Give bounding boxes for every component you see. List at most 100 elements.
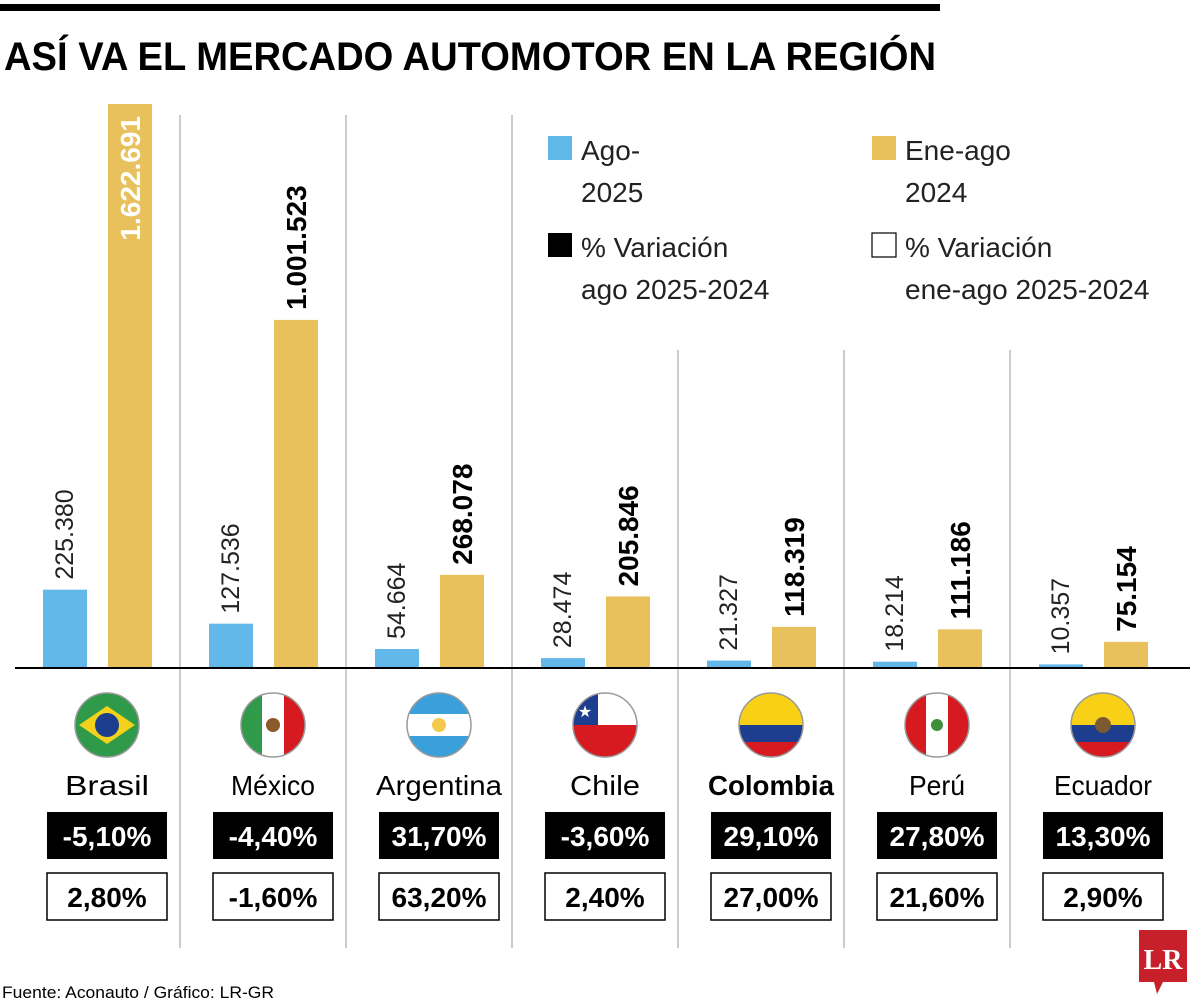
country-info-6: Ecuador 13,30% 2,90% (1042, 692, 1164, 921)
label-ago-2025: 28.474 (549, 572, 577, 649)
label-ene-ago-2024: 111.186 (945, 521, 976, 619)
bar-ago-2025 (209, 623, 253, 668)
country-info-5: Perú 27,80% 21,60% (876, 692, 998, 921)
country-group-1: 127.536 1.001.523 (209, 185, 318, 668)
country-name: Ecuador (1054, 770, 1152, 801)
country-name: Argentina (376, 770, 502, 801)
variation-aug-value: -5,10% (63, 821, 152, 852)
legend-label: Ago- (581, 135, 640, 166)
bar-ene-ago-2024 (606, 596, 650, 668)
variation-aug-box (379, 812, 499, 859)
label-ene-ago-2024: 1.001.523 (281, 185, 312, 310)
bar-ago-2025 (43, 589, 87, 668)
country-group-0: 225.380 1.622.691 (43, 104, 152, 668)
label-ago-2025: 18.214 (881, 575, 909, 652)
legend-item-0: Ago- 2025 (548, 135, 643, 208)
legend-item-3: % Variación ene-ago 2025-2024 (871, 232, 1149, 305)
bar-ago-2025 (375, 649, 419, 668)
variation-ytd-box (544, 872, 666, 921)
top-rule (0, 4, 940, 11)
variation-aug-value: -4,40% (229, 821, 318, 852)
flag-mxico-icon (241, 693, 305, 757)
bar-ago-2025 (541, 658, 585, 668)
chart-title: ASÍ VA EL MERCADO AUTOMOTOR EN LA REGIÓN (4, 33, 936, 79)
legend-swatch (871, 232, 897, 258)
label-ene-ago-2024: 1.622.691 (115, 116, 146, 241)
label-ago-2025: 10.357 (1047, 578, 1075, 654)
legend-label: 2024 (905, 177, 967, 208)
country-name: Brasil (65, 770, 149, 801)
legend-label: % Variación (905, 232, 1052, 263)
label-ago-2025: 21.327 (715, 574, 743, 650)
variation-ytd-box (46, 872, 168, 921)
country-group-4: 21.327 118.319 (707, 517, 816, 668)
country-info-1: México -4,40% -1,60% (212, 692, 334, 921)
variation-ytd-value: 2,90% (1063, 882, 1142, 913)
bar-ene-ago-2024 (1104, 641, 1148, 668)
bar-ene-ago-2024 (772, 626, 816, 668)
country-name: México (231, 770, 315, 801)
variation-aug-value: 13,30% (1056, 821, 1151, 852)
country-group-5: 18.214 111.186 (873, 521, 982, 668)
variation-aug-box (545, 812, 665, 859)
legend-item-1: Ene-ago 2024 (872, 135, 1011, 208)
legend-item-2: % Variación ago 2025-2024 (548, 232, 769, 305)
legend-label: ago 2025-2024 (581, 274, 769, 305)
svg-text:★: ★ (578, 704, 592, 721)
legend-label: Ene-ago (905, 135, 1011, 166)
variation-aug-value: 31,70% (392, 821, 487, 852)
variation-aug-value: -3,60% (561, 821, 650, 852)
variation-aug-box (213, 812, 333, 859)
variation-ytd-box (1042, 872, 1164, 921)
variation-ytd-value: 63,20% (392, 882, 487, 913)
label-ene-ago-2024: 118.319 (779, 517, 810, 617)
bar-ene-ago-2024 (440, 574, 484, 668)
label-ene-ago-2024: 75.154 (1111, 546, 1142, 632)
variation-ytd-value: 2,80% (67, 882, 146, 913)
legend-swatch (548, 233, 572, 257)
country-name: Colombia (708, 770, 834, 801)
country-name: Chile (570, 770, 640, 801)
bar-ene-ago-2024 (108, 104, 152, 668)
country-info-4: Colombia 29,10% 27,00% (708, 692, 834, 921)
variation-aug-box (1043, 812, 1163, 859)
variation-ytd-box (212, 872, 334, 921)
label-ago-2025: 225.380 (51, 489, 79, 579)
variation-ytd-value: 2,40% (565, 882, 644, 913)
legend-swatch (872, 136, 896, 160)
label-ago-2025: 54.664 (383, 562, 411, 639)
variation-aug-box (877, 812, 997, 859)
country-info-3: ★ Chile -3,60% 2,40% (544, 692, 666, 921)
variation-aug-value: 29,10% (724, 821, 819, 852)
label-ene-ago-2024: 268.078 (447, 464, 478, 565)
flag-argentina-icon (407, 693, 471, 757)
legend-swatch (548, 136, 572, 160)
country-group-6: 10.357 75.154 (1039, 546, 1148, 668)
legend-label: % Variación (581, 232, 728, 263)
flag-per-icon (905, 693, 969, 757)
country-info-2: Argentina 31,70% 63,20% (376, 692, 502, 921)
variation-ytd-box (710, 872, 832, 921)
bar-ene-ago-2024 (274, 319, 318, 668)
label-ene-ago-2024: 205.846 (613, 485, 644, 586)
svg-text:LR: LR (1144, 945, 1184, 976)
source-note: Fuente: Aconauto / Gráfico: LR-GR (2, 983, 274, 1002)
legend-label: 2025 (581, 177, 643, 208)
variation-ytd-box (876, 872, 998, 921)
variation-aug-box (47, 812, 167, 859)
legend-label: ene-ago 2025-2024 (905, 274, 1149, 305)
lr-logo: LR (1139, 930, 1187, 994)
country-group-2: 54.664 268.078 (375, 464, 484, 668)
variation-ytd-box (378, 872, 500, 921)
bar-ene-ago-2024 (938, 629, 982, 668)
bar-ago-2025 (873, 661, 917, 668)
variation-aug-value: 27,80% (890, 821, 985, 852)
variation-ytd-value: -1,60% (229, 882, 318, 913)
country-group-3: 28.474 205.846 (541, 485, 650, 668)
bar-ago-2025 (1039, 664, 1083, 668)
variation-ytd-value: 27,00% (724, 882, 819, 913)
label-ago-2025: 127.536 (217, 523, 245, 613)
variation-aug-box (711, 812, 831, 859)
variation-ytd-value: 21,60% (890, 882, 985, 913)
